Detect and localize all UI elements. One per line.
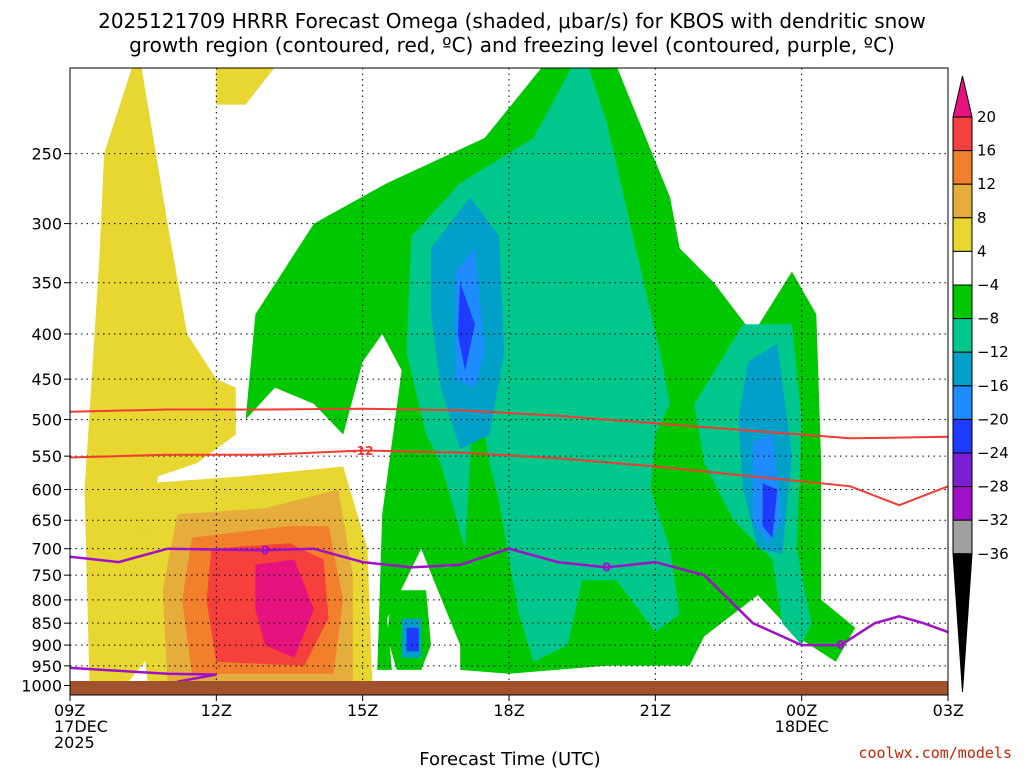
y-tick-label-400: 400 (31, 325, 62, 344)
colorbar-label: −12 (977, 343, 1009, 361)
omega-region-18 (406, 627, 419, 652)
colorbar-label: −24 (977, 444, 1009, 462)
colorbar-swatch (952, 351, 973, 387)
x-tick-label: 12Z (201, 701, 232, 720)
colorbar-label: 12 (977, 175, 996, 193)
y-tick-label-700: 700 (31, 540, 62, 559)
colorbar-swatch (952, 183, 973, 219)
colorbar-swatch (952, 217, 973, 252)
colorbar-swatch (952, 385, 973, 420)
x-tick-label: 00Z (786, 701, 817, 720)
y-tick-label-500: 500 (31, 411, 62, 430)
ground-band (70, 681, 948, 695)
x-tick-label: 21Z (640, 701, 671, 720)
temp-contour-0 (70, 407, 948, 440)
colorbar-label: −8 (977, 310, 999, 328)
colorbar-swatch (952, 318, 973, 353)
colorbar: 20 16 12 8 4 −4 −8 −12 −16 −20 −24 −28 −32 −36 (952, 75, 1009, 693)
freezing-level-contour-low (70, 666, 217, 683)
colorbar-swatch (952, 418, 973, 454)
colorbar-swatch (952, 284, 973, 320)
colorbar-swatch-top (952, 75, 973, 118)
temp-contour-label: -12 (352, 444, 374, 458)
colorbar-swatch-bottom (952, 553, 973, 693)
y-tick-label-550: 550 (31, 447, 62, 466)
x-tick-label: 09Z (54, 701, 85, 720)
freezing-level-label-1: 0 (602, 560, 610, 574)
omega-region-6 (255, 559, 314, 658)
x-tick-label: 03Z (933, 701, 964, 720)
y-axis: 250 300 350 400 450 500 550 600 650 700 750 800 850 9… (21, 145, 70, 696)
omega-region-14 (457, 282, 475, 371)
omega-region-15 (762, 483, 778, 538)
colorbar-label: −20 (977, 410, 1009, 428)
y-tick-label-800: 800 (31, 591, 62, 610)
colorbar-swatch (952, 116, 973, 152)
colorbar-label: −16 (977, 377, 1009, 395)
omega-shading (84, 68, 856, 686)
y-tick-label-900: 900 (31, 636, 62, 655)
x-tick-label: 2025 (54, 733, 95, 752)
omega-region-0 (84, 68, 236, 686)
y-tick-label-300: 300 (31, 215, 62, 234)
y-tick-label-350: 350 (31, 274, 62, 293)
temp-contour-1 (70, 449, 948, 507)
x-axis-title: Forecast Time (UTC) (419, 749, 600, 768)
colorbar-label: −36 (977, 545, 1009, 563)
colorbar-label: −28 (977, 478, 1009, 496)
y-tick-label-450: 450 (31, 370, 62, 389)
colorbar-label: 8 (977, 209, 987, 227)
colorbar-swatch (952, 452, 973, 488)
y-tick-label-750: 750 (31, 566, 62, 585)
freezing-level-label-0: 0 (261, 543, 269, 557)
colorbar-label: −32 (977, 511, 1009, 529)
colorbar-label: 16 (977, 142, 996, 160)
x-tick-label: 18DEC (775, 717, 829, 736)
chart-title-line2: growth region (contoured, red, ºC) and f… (129, 33, 895, 57)
colorbar-label: 20 (977, 108, 996, 126)
x-tick-label: 18Z (493, 701, 524, 720)
y-tick-label-950: 950 (31, 657, 62, 676)
chart-title-line1: 2025121709 HRRR Forecast Omega (shaded, … (98, 9, 926, 33)
contour-lines: -12 0 0 0 (70, 407, 948, 683)
freezing-level-label-2: 0 (837, 638, 845, 652)
y-tick-label-650: 650 (31, 511, 62, 530)
colorbar-swatch (952, 150, 973, 185)
y-tick-label-600: 600 (31, 481, 62, 500)
x-tick-label: 15Z (347, 701, 378, 720)
x-tick-label: 17DEC (54, 717, 108, 736)
omega-region-1 (216, 68, 275, 105)
y-tick-label-1000: 1000 (21, 677, 62, 696)
colorbar-swatch (952, 250, 973, 286)
freezing-level-contour (70, 547, 948, 647)
colorbar-swatch (952, 519, 973, 555)
colorbar-label: −4 (977, 276, 999, 294)
y-tick-label-250: 250 (31, 145, 62, 164)
colorbar-label: 4 (977, 242, 987, 260)
colorbar-swatch (952, 486, 973, 521)
credit-text: coolwx.com/models (858, 744, 1012, 762)
y-tick-label-850: 850 (31, 614, 62, 633)
